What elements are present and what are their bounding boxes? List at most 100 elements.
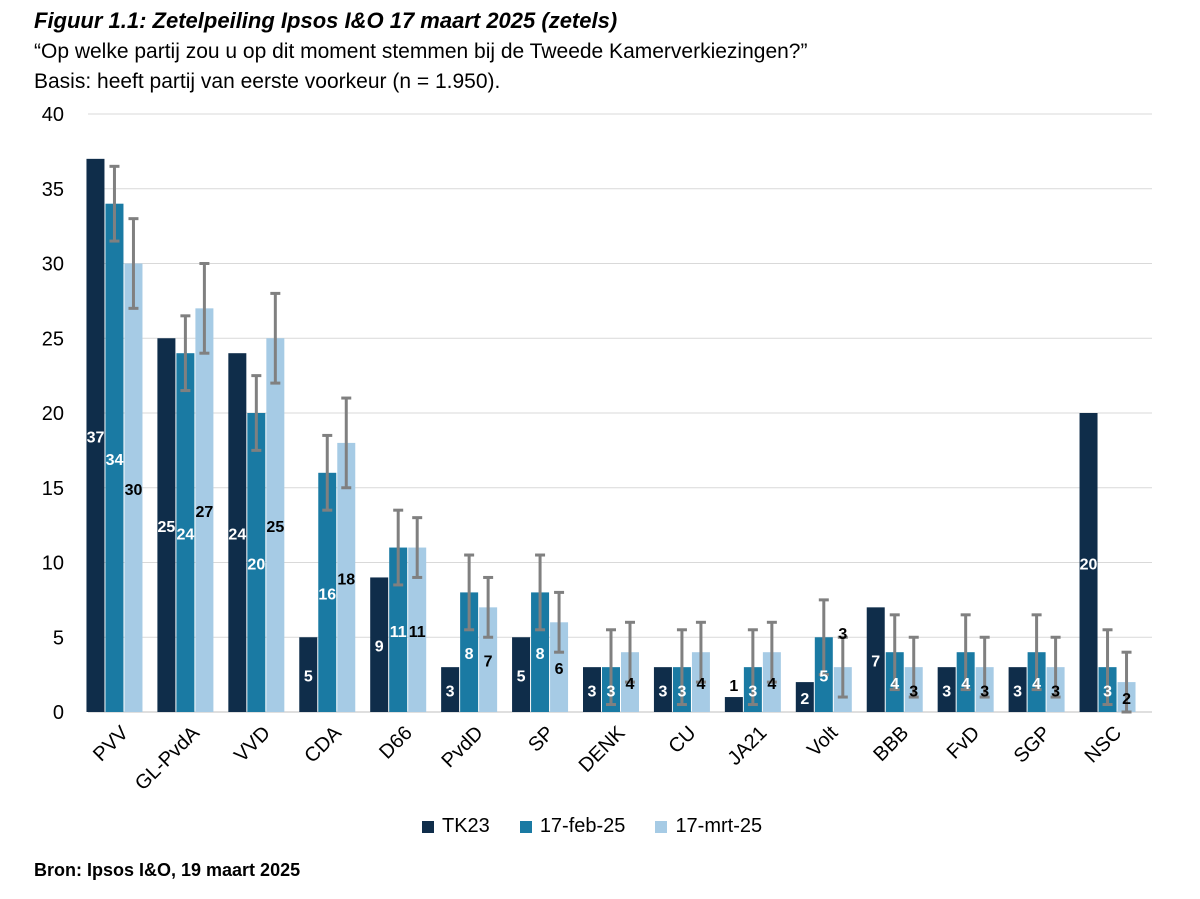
bar-17-feb-25: [318, 472, 337, 712]
data-label: 7: [871, 654, 880, 671]
bar-tk23: [1008, 667, 1027, 712]
legend-label: TK23: [442, 815, 490, 837]
data-label: 4: [767, 676, 776, 693]
bar-17-mrt-25: [195, 308, 214, 712]
x-tick-label: NSC: [1081, 722, 1126, 767]
data-label: 3: [942, 684, 951, 701]
data-label: 3: [838, 626, 847, 643]
y-tick-label: 0: [53, 702, 64, 724]
x-tick-label: BBB: [869, 722, 913, 766]
y-tick-label: 30: [42, 254, 64, 276]
chart-subtitle-question: “Op welke partij zou u op dit moment ste…: [34, 40, 808, 63]
bar-17-feb-25: [247, 413, 266, 712]
data-label: 3: [1051, 684, 1060, 701]
data-label: 7: [484, 654, 493, 671]
bar-tk23: [866, 607, 885, 712]
bar-tk23: [583, 667, 601, 712]
bar-17-mrt-25: [479, 607, 498, 712]
bar-17-mrt-25: [124, 263, 143, 712]
bar-tk23: [512, 637, 531, 712]
x-tick-label: Volt: [803, 722, 842, 761]
x-tick-label: JA21: [724, 722, 772, 770]
data-label: 4: [626, 676, 635, 693]
y-tick-label: 35: [42, 179, 64, 201]
bar-17-feb-25: [389, 547, 408, 712]
y-tick-label: 15: [42, 478, 64, 500]
bar-17-feb-25: [105, 203, 124, 712]
data-label: 11: [390, 624, 407, 641]
bar-tk23: [441, 667, 460, 712]
data-label: 34: [106, 452, 124, 469]
bar-tk23: [157, 338, 176, 712]
legend-swatch: [655, 820, 668, 833]
data-label: 24: [228, 527, 246, 544]
bar-17-feb-25: [531, 592, 550, 712]
legend-swatch: [519, 820, 532, 833]
chart-subtitle-basis: Basis: heeft partij van eerste voorkeur …: [34, 70, 501, 93]
bar-17-mrt-25: [337, 442, 356, 712]
bar-tk23: [795, 682, 814, 712]
x-tick-label: SP: [524, 722, 558, 756]
data-label: 20: [1080, 557, 1098, 574]
data-label: 3: [909, 684, 918, 701]
data-label: 4: [696, 676, 705, 693]
data-label: 5: [304, 669, 313, 686]
y-tick-label: 25: [42, 328, 64, 350]
bar-tk23: [370, 577, 389, 712]
bar-tk23: [86, 158, 105, 713]
data-label: 8: [465, 646, 474, 663]
data-label: 3: [658, 684, 667, 701]
chart-source: Bron: Ipsos I&O, 19 maart 2025: [34, 860, 301, 880]
data-label: 24: [177, 527, 195, 544]
y-tick-label: 5: [53, 627, 64, 649]
y-tick-label: 10: [42, 553, 64, 575]
x-tick-label: FvD: [943, 722, 984, 763]
bar-17-feb-25: [460, 592, 479, 712]
x-tick-label: CU: [664, 722, 700, 758]
data-label: 3: [1103, 684, 1112, 701]
data-label: 9: [375, 639, 384, 656]
data-label: 4: [961, 676, 970, 693]
data-label: 16: [318, 586, 336, 603]
x-tick-label: DENK: [575, 722, 630, 777]
data-label: 2: [1122, 691, 1131, 708]
data-label: 3: [980, 684, 989, 701]
data-label: 3: [446, 684, 455, 701]
x-tick-label: SGP: [1010, 722, 1055, 767]
x-tick-label: PvdD: [438, 722, 488, 772]
bar-17-mrt-25: [266, 338, 285, 712]
bar-17-mrt-25: [550, 622, 569, 712]
legend-item-17-feb-25: 17-feb-25: [519, 815, 625, 838]
legend-item-tk23: TK23: [422, 815, 490, 838]
data-label: 5: [517, 669, 526, 686]
x-tick-label: CDA: [300, 722, 346, 768]
data-label: 3: [748, 684, 757, 701]
chart-legend: TK23 17-feb-25 17-mrt-25: [422, 815, 762, 838]
bar-tk23: [1079, 413, 1098, 712]
data-label: 30: [125, 482, 143, 499]
bar-tk23: [228, 353, 247, 712]
y-tick-label: 20: [42, 403, 64, 425]
bar-17-mrt-25: [408, 547, 427, 712]
data-label: 20: [247, 557, 265, 574]
data-label: 5: [819, 669, 828, 686]
data-label: 8: [536, 646, 545, 663]
data-label: 3: [677, 684, 686, 701]
legend-item-17-mrt-25: 17-mrt-25: [655, 815, 762, 838]
bar-tk23: [937, 667, 956, 712]
data-label: 37: [87, 429, 105, 446]
data-label: 6: [555, 661, 564, 678]
data-label: 2: [800, 691, 809, 708]
data-label: 25: [266, 519, 284, 536]
chart-title: Figuur 1.1: Zetelpeiling Ipsos I&O 17 ma…: [34, 8, 618, 33]
legend-swatch: [422, 820, 434, 833]
legend-label: 17-mrt-25: [675, 815, 763, 837]
data-label: 27: [196, 504, 214, 521]
x-tick-label: PVV: [89, 722, 133, 766]
data-label: 4: [1032, 676, 1041, 693]
x-tick-label: GL-PvdA: [131, 722, 204, 795]
bar-tk23: [724, 697, 743, 712]
data-label: 4: [890, 676, 899, 693]
bar-tk23: [299, 637, 318, 712]
